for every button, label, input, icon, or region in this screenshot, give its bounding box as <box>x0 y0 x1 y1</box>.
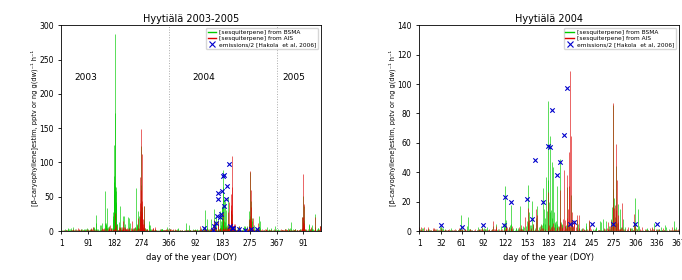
Point <box>543 144 554 148</box>
Point <box>251 227 262 231</box>
Point <box>239 227 250 232</box>
Point <box>522 197 533 201</box>
Point <box>499 195 510 199</box>
Point <box>211 214 222 218</box>
Point <box>608 221 619 226</box>
Point <box>218 172 229 177</box>
Point <box>214 215 225 220</box>
Point <box>216 212 227 216</box>
Point <box>210 221 221 225</box>
Point <box>217 189 228 193</box>
Text: 2004: 2004 <box>192 73 215 82</box>
Point <box>565 221 576 226</box>
Point <box>530 158 541 163</box>
Point <box>559 133 569 138</box>
Title: Hyytiälä 2004: Hyytiälä 2004 <box>515 15 583 24</box>
Point <box>208 227 219 232</box>
X-axis label: day of the year (DOY): day of the year (DOY) <box>145 253 237 262</box>
Y-axis label: [β-caryophyllene]estim, pptv or ng g(dw)⁻¹ h⁻¹: [β-caryophyllene]estim, pptv or ng g(dw)… <box>30 50 38 206</box>
Point <box>213 197 224 201</box>
Point <box>551 173 562 178</box>
Point <box>587 221 597 226</box>
Point <box>537 199 548 204</box>
Point <box>246 227 256 231</box>
Point <box>225 224 236 228</box>
Point <box>222 184 233 189</box>
X-axis label: day of the year (DOY): day of the year (DOY) <box>503 253 595 262</box>
Point <box>218 174 228 178</box>
Point <box>569 220 580 225</box>
Point <box>199 225 210 230</box>
Point <box>234 227 245 231</box>
Title: Hyytiälä 2003-2005: Hyytiälä 2003-2005 <box>143 15 239 24</box>
Point <box>219 203 230 208</box>
Y-axis label: [β-caryophyllene]estim, pptv or ng g(dw)⁻¹ h⁻¹: [β-caryophyllene]estim, pptv or ng g(dw)… <box>388 50 396 206</box>
Point <box>505 199 516 204</box>
Point <box>544 145 555 150</box>
Text: 2005: 2005 <box>282 73 306 82</box>
Point <box>527 217 537 221</box>
Point <box>436 223 447 227</box>
Point <box>209 223 220 228</box>
Legend: [sesquiterpene] from BSMA, [sesquiterpene] from AIS, emissions/2 [Hakola  et al,: [sesquiterpene] from BSMA, [sesquiterpen… <box>564 28 676 49</box>
Point <box>554 160 565 164</box>
Text: 2003: 2003 <box>74 73 98 82</box>
Point <box>498 223 509 227</box>
Point <box>477 223 488 227</box>
Point <box>562 86 573 91</box>
Point <box>630 221 641 226</box>
Point <box>226 225 237 230</box>
Legend: [sesquiterpene] from BSMA, [sesquiterpene] from AIS, emissions/2 [Hakola  et al,: [sesquiterpene] from BSMA, [sesquiterpen… <box>206 28 318 49</box>
Point <box>546 108 557 113</box>
Point <box>212 191 223 195</box>
Point <box>228 226 239 230</box>
Point <box>223 162 234 167</box>
Point <box>651 221 662 226</box>
Point <box>456 224 467 229</box>
Point <box>220 197 231 201</box>
